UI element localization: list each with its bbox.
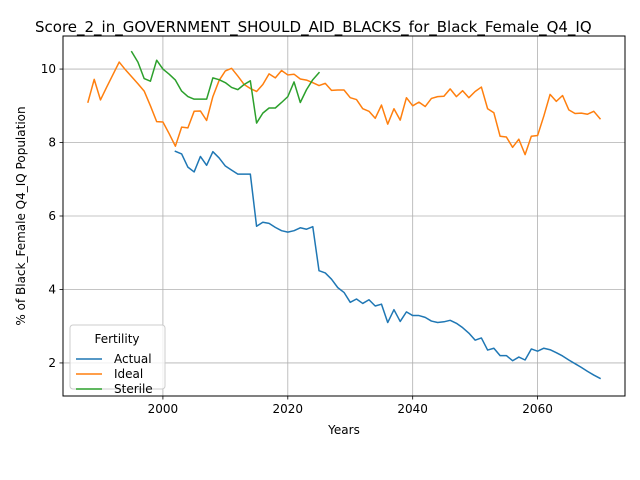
- x-tick-label: 2020: [273, 402, 304, 416]
- x-axis-ticks: 2000 2020 2040 2060: [148, 396, 553, 416]
- legend-box: [69, 324, 166, 390]
- y-tick-label: 2: [48, 356, 56, 370]
- x-tick-label: 2040: [397, 402, 428, 416]
- y-tick-label: 8: [48, 136, 56, 150]
- series-line-sterile: [130, 50, 321, 124]
- y-tick-label: 4: [48, 282, 56, 296]
- series-line-actual: [174, 150, 602, 380]
- series-lines: [87, 50, 602, 380]
- x-tick-label: 2060: [522, 402, 553, 416]
- y-axis-ticks: 2 4 6 8 10: [41, 62, 63, 370]
- y-axis-label: % of Black_Female Q4_IQ Population: [14, 106, 28, 325]
- legend-label-actual: Actual: [114, 352, 152, 366]
- x-tick-label: 2000: [148, 402, 179, 416]
- y-tick-label: 10: [41, 62, 56, 76]
- legend-title: Fertility: [94, 332, 139, 346]
- chart-title: Score_2_in_GOVERNMENT_SHOULD_AID_BLACKS_…: [35, 18, 592, 37]
- y-tick-label: 6: [48, 209, 56, 223]
- legend-label-ideal: Ideal: [114, 367, 143, 381]
- x-axis-label: Years: [327, 423, 360, 437]
- legend-label-sterile: Sterile: [114, 382, 153, 396]
- series-line-ideal: [87, 61, 602, 156]
